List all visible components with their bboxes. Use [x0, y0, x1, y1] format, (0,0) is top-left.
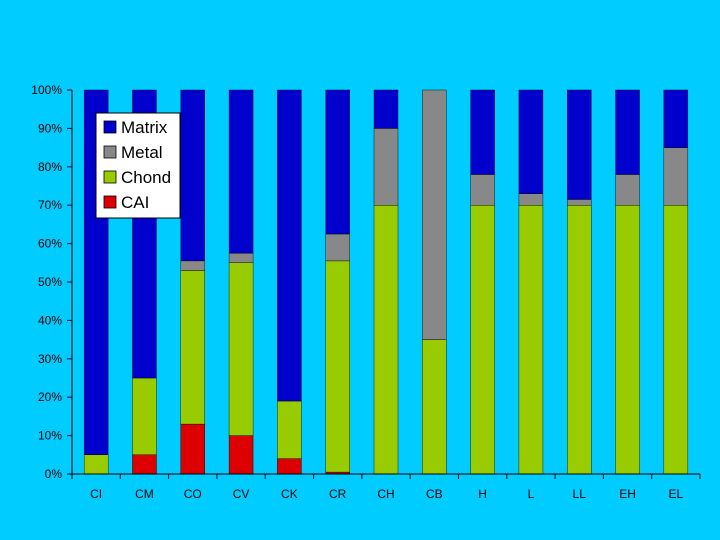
bar-segment-cr-matrix	[325, 89, 350, 235]
legend: Matrix Metal Chond CAI	[95, 112, 181, 219]
legend-label-metal: Metal	[121, 143, 163, 162]
bar-segment-h-metal	[470, 174, 495, 206]
bar-segment-cb-metal	[422, 89, 447, 340]
bar-segment-h-matrix	[470, 89, 495, 175]
legend-swatch-matrix	[103, 120, 117, 134]
bar-segment-ch-metal	[373, 128, 399, 206]
bar-segment-cm-cai	[132, 454, 157, 475]
x-tick-label-h: H	[478, 487, 487, 501]
x-tick-label-ch: CH	[377, 487, 394, 501]
bar-segment-ck-cai	[277, 458, 302, 475]
x-tick-label-cr: CR	[329, 487, 347, 501]
legend-label-matrix: Matrix	[121, 118, 168, 137]
legend-label-chond: Chond	[121, 168, 171, 187]
bar-segment-ck-matrix	[277, 89, 302, 402]
y-tick-label-0-: 0%	[45, 467, 63, 481]
x-tick-label-ll: LL	[573, 487, 587, 501]
y-tick-label-40-: 40%	[38, 313, 62, 327]
y-tick-label-50-: 50%	[38, 275, 62, 289]
x-tick-label-ci: CI	[90, 487, 102, 501]
bar-segment-cv-chond	[228, 262, 254, 436]
bar-segment-el-matrix	[663, 89, 689, 148]
x-tick-label-co: CO	[184, 487, 202, 501]
bar-segment-ck-chond	[277, 400, 302, 459]
bar-segment-l-matrix	[518, 89, 544, 194]
y-tick-label-20-: 20%	[38, 390, 62, 404]
y-tick-label-60-: 60%	[38, 237, 62, 251]
bar-segment-eh-chond	[615, 204, 640, 475]
bar-segment-ll-metal	[567, 199, 592, 206]
bar-segment-ci-chond	[83, 454, 109, 475]
x-tick-label-ck: CK	[281, 487, 298, 501]
bar-segment-l-metal	[518, 193, 544, 206]
legend-label-cai: CAI	[121, 193, 149, 212]
x-tick-label-cv: CV	[233, 487, 250, 501]
legend-swatch-chond	[103, 170, 117, 184]
bar-segment-cm-chond	[132, 377, 157, 456]
x-tick-label-cb: CB	[426, 487, 443, 501]
y-tick-label-90-: 90%	[38, 121, 62, 135]
bar-segment-co-chond	[180, 270, 205, 425]
bar-segment-h-chond	[470, 204, 495, 475]
bar-segment-cb-chond	[422, 339, 447, 475]
y-tick-label-10-: 10%	[38, 429, 62, 443]
bar-segment-eh-matrix	[615, 89, 640, 175]
bar-segment-cr-chond	[325, 260, 350, 473]
bar-segment-cv-cai	[228, 435, 254, 475]
bar-segment-ch-matrix	[373, 89, 399, 129]
bar-segment-co-metal	[180, 260, 205, 271]
bar-segment-cv-matrix	[228, 89, 254, 254]
bar-segment-co-matrix	[180, 89, 205, 262]
bar-segment-el-metal	[663, 147, 689, 206]
bar-segment-co-cai	[180, 423, 205, 475]
bar-segment-cv-metal	[228, 252, 254, 263]
bar-segment-cr-metal	[325, 233, 350, 262]
x-tick-label-eh: EH	[619, 487, 636, 501]
bar-segment-l-chond	[518, 204, 544, 475]
bar-segment-ch-chond	[373, 204, 399, 475]
x-tick-label-l: L	[528, 487, 535, 501]
y-tick-label-80-: 80%	[38, 160, 62, 174]
legend-swatch-metal	[103, 145, 117, 159]
y-tick-label-70-: 70%	[38, 198, 62, 212]
bar-segment-ll-chond	[567, 204, 592, 475]
bar-segment-ll-matrix	[567, 89, 592, 200]
x-tick-label-cm: CM	[135, 487, 154, 501]
y-tick-label-30-: 30%	[38, 352, 62, 366]
bar-segment-eh-metal	[615, 174, 640, 206]
bar-segment-el-chond	[663, 204, 689, 475]
x-tick-label-el: EL	[669, 487, 684, 501]
y-tick-label-100-: 100%	[31, 83, 62, 97]
legend-swatch-cai	[103, 195, 117, 209]
